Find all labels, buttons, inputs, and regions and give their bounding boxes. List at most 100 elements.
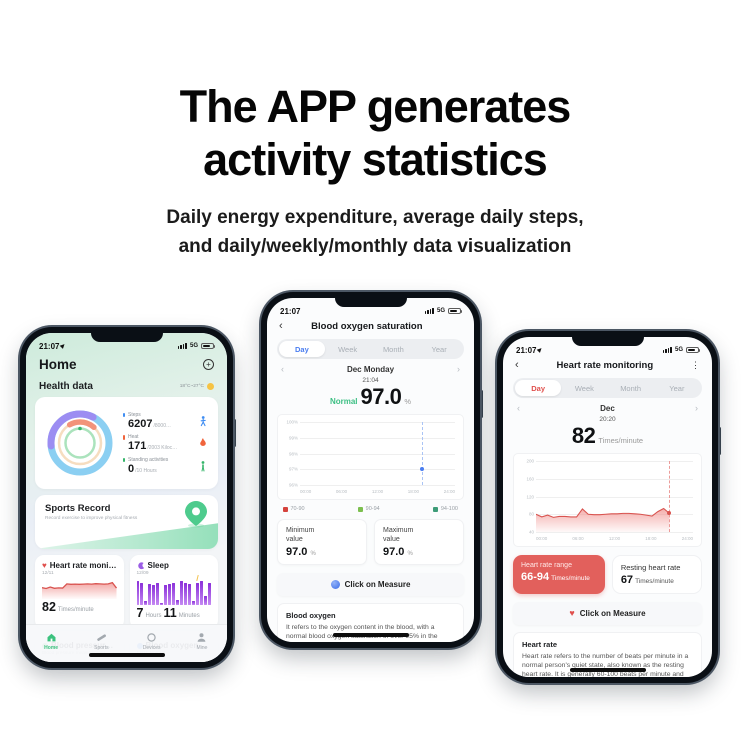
info-title: Blood oxygen — [286, 611, 336, 621]
minimum-value-card: Minimum value 97.0 % — [277, 519, 367, 566]
network-label: 5G — [189, 343, 198, 349]
prev-day-button[interactable]: ‹ — [281, 364, 284, 374]
sports-record-subtitle: Record exercise to improve physical fitn… — [45, 516, 138, 521]
nav-item-home[interactable]: Home — [26, 632, 76, 651]
info-title: Heart rate — [522, 640, 558, 649]
reading-time: 21:04 — [362, 377, 379, 384]
stat-standing: Standing activities 0/10 Hours — [123, 457, 209, 475]
battery-icon — [686, 346, 701, 354]
phone-frame: 21:07 5G ‹ Blood oxygen saturation Day W… — [261, 292, 480, 648]
legend-item-normal: 94-100 — [433, 506, 458, 512]
weather-temp: 18°C~27°C — [179, 384, 204, 389]
status-system-icons: 5G — [424, 307, 463, 315]
phone-home: 21:07 ▶ 5G Home + Health data 18°C~27°C — [17, 327, 236, 668]
home-screen: 21:07 ▶ 5G Home + Health data 18°C~27°C — [26, 333, 227, 662]
health-data-card[interactable]: Steps 6207/8000… Heat 171/2003 Kiloc… — [35, 397, 218, 489]
location-arrow-icon: ▶ — [59, 342, 68, 350]
sun-icon — [207, 383, 214, 390]
battery-icon — [201, 342, 216, 350]
status-time: 21:07 ▶ — [39, 341, 68, 351]
page-title: Heart rate monitoring — [556, 360, 654, 371]
more-options-button[interactable]: ⋮ — [691, 360, 700, 370]
volume-down-button — [17, 423, 20, 445]
power-button — [718, 427, 721, 455]
tab-month[interactable]: Month — [382, 344, 404, 354]
watch-icon — [147, 633, 156, 642]
info-text: Heart rate refers to the number of beats… — [522, 653, 689, 677]
tab-day[interactable]: Day — [515, 380, 562, 396]
signal-icon — [177, 343, 187, 349]
hero-subtitle: Daily energy expenditure, average daily … — [0, 203, 750, 261]
measure-button[interactable]: Click on Measure — [277, 573, 464, 597]
network-label: 5G — [674, 347, 683, 353]
home-indicator[interactable] — [88, 653, 165, 657]
status-system-icons: 5G — [177, 342, 216, 350]
phone-frame: 21:07 ▶ 5G ‹ Heart rate monitoring ⋮ Day … — [497, 331, 718, 683]
power-button — [233, 419, 236, 447]
back-button[interactable]: ‹ — [515, 359, 519, 371]
period-tabs: Day Week Month Year — [277, 339, 464, 359]
sleep-bars-chart — [136, 574, 212, 605]
volume-up-button — [258, 372, 261, 386]
legend-item-low: 70-90 — [283, 506, 305, 512]
sports-icon — [97, 634, 106, 641]
health-stats: Steps 6207/8000… Heat 171/2003 Kiloc… — [123, 412, 209, 475]
tab-year[interactable]: Year — [669, 383, 685, 393]
status-bar: 21:07 ▶ 5G — [503, 337, 712, 355]
spo2-legend: 70-90 90-94 94-100 — [283, 506, 458, 512]
stat-steps: Steps 6207/8000… — [123, 412, 209, 430]
status-bar: 21:07 5G — [267, 298, 474, 316]
reading-time: 20:20 — [599, 416, 616, 423]
tab-day[interactable]: Day — [279, 341, 325, 357]
heart-rate-screen: 21:07 ▶ 5G ‹ Heart rate monitoring ⋮ Day … — [503, 337, 712, 677]
add-device-button[interactable]: + — [203, 359, 214, 370]
volume-up-button — [494, 409, 497, 423]
phone-heart-rate: 21:07 ▶ 5G ‹ Heart rate monitoring ⋮ Day … — [494, 331, 721, 683]
reading-value: 97.0 — [360, 384, 402, 409]
phone-notch — [571, 337, 644, 346]
phone-frame: 21:07 ▶ 5G Home + Health data 18°C~27°C — [20, 327, 233, 668]
page-title: Home — [39, 357, 77, 372]
hero-subtitle-line2: and daily/weekly/monthly data visualizat… — [178, 236, 572, 257]
phone-notch — [334, 298, 407, 307]
heart-rate-card[interactable]: ♥ Heart rate monitoring 12/11 82Times/mi… — [35, 555, 124, 629]
legend-item-mid: 90-94 — [358, 506, 380, 512]
standing-person-icon — [201, 460, 205, 471]
map-pin-icon — [185, 501, 207, 533]
nav-item-mine[interactable]: Mine — [177, 632, 227, 651]
resting-heart-rate-card: Resting heart rate 67 Times/minute — [611, 555, 702, 594]
battery-icon — [448, 307, 463, 315]
home-indicator[interactable] — [569, 668, 646, 672]
reading-value: 82 — [571, 423, 596, 448]
nav-item-sports[interactable]: Sports — [76, 632, 126, 651]
tab-week[interactable]: Week — [574, 383, 594, 393]
status-time: 21:07 ▶ — [516, 345, 545, 355]
reading-unit: Times/minute — [598, 436, 644, 445]
next-period-button[interactable]: › — [695, 403, 698, 413]
tab-year[interactable]: Year — [431, 344, 447, 354]
stat-heat: Heat 171/2003 Kiloc… — [123, 434, 209, 452]
back-button[interactable]: ‹ — [279, 320, 283, 332]
tab-month[interactable]: Month — [620, 383, 642, 393]
home-indicator[interactable] — [332, 633, 409, 637]
hero-title: The APP generates activity statistics — [0, 80, 750, 186]
sports-record-card[interactable]: Sports Record Record exercise to improve… — [35, 495, 218, 549]
activity-rings-chart — [47, 410, 113, 476]
blue-orb-icon — [330, 580, 340, 590]
phone-blood-oxygen: 21:07 5G ‹ Blood oxygen saturation Day W… — [258, 292, 483, 648]
prev-period-button[interactable]: ‹ — [517, 403, 520, 413]
sleep-card[interactable]: Sleep 12/09 7 Hours 11 Minutes — [129, 555, 218, 629]
next-day-button[interactable]: › — [457, 364, 460, 374]
hero-title-line2: activity statistics — [203, 134, 548, 185]
measure-button[interactable]: ♥ Click on Measure — [513, 602, 702, 625]
status-time: 21:07 — [280, 306, 301, 316]
moon-icon — [137, 561, 144, 569]
volume-down-button — [494, 431, 497, 453]
maximum-value-card: Maximum value 97.0 % — [374, 519, 464, 566]
date-label: Dec — [600, 403, 615, 413]
tab-week[interactable]: Week — [338, 344, 358, 354]
nav-item-devices[interactable]: Devices — [127, 632, 177, 651]
status-system-icons: 5G — [662, 346, 701, 354]
page-title: Blood oxygen saturation — [311, 321, 423, 332]
weather-widget: 18°C~27°C — [180, 383, 214, 390]
